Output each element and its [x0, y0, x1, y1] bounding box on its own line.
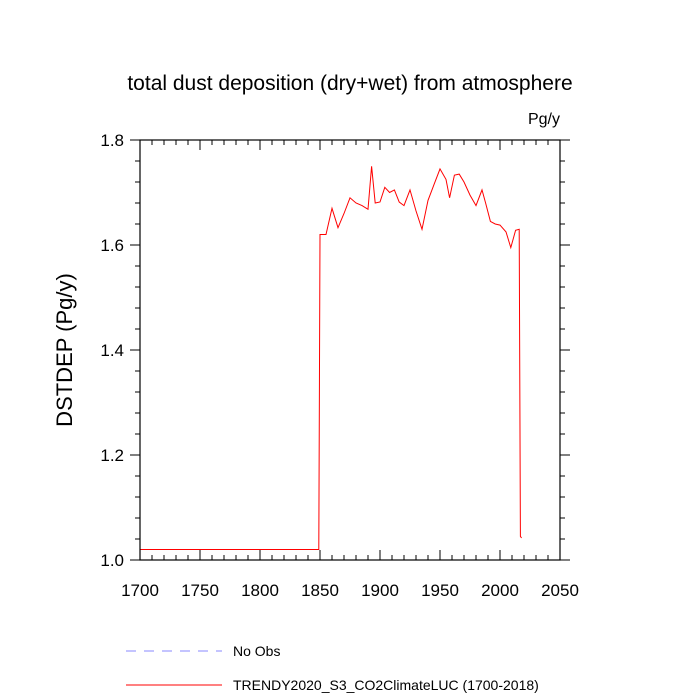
y-tick-label: 1.0 — [100, 551, 124, 570]
plot-frame — [139, 139, 561, 561]
x-tick-label: 1950 — [421, 581, 459, 600]
y-tick-label: 1.6 — [100, 236, 124, 255]
x-tick-label: 2050 — [541, 581, 579, 600]
axes: 1700 1750 1800 1850 1900 1950 2000 2050 1.0 1.2 1.… — [100, 131, 579, 600]
x-tick-label: 2000 — [481, 581, 519, 600]
y-tick-label: 1.2 — [100, 446, 124, 465]
y-axis-label: DSTDEP (Pg/y) — [52, 273, 77, 427]
y-tick-label: 1.4 — [100, 341, 124, 360]
chart-title: total dust deposition (dry+wet) from atm… — [127, 72, 572, 95]
legend-label-0: No Obs — [233, 643, 280, 659]
plot-area — [140, 166, 522, 550]
y-tick-label: 1.8 — [100, 131, 124, 150]
x-tick-label: 1850 — [301, 581, 339, 600]
x-tick-label: 1750 — [181, 581, 219, 600]
units-label: Pg/y — [528, 111, 560, 128]
series-line-1 — [140, 166, 522, 550]
x-tick-label: 1900 — [361, 581, 399, 600]
x-tick-label: 1800 — [241, 581, 279, 600]
x-tick-label: 1700 — [121, 581, 159, 600]
legend-label-1: TRENDY2020_S3_CO2ClimateLUC (1700-2018) — [233, 677, 539, 693]
legend: No Obs TRENDY2020_S3_CO2ClimateLUC (1700-… — [126, 643, 539, 693]
